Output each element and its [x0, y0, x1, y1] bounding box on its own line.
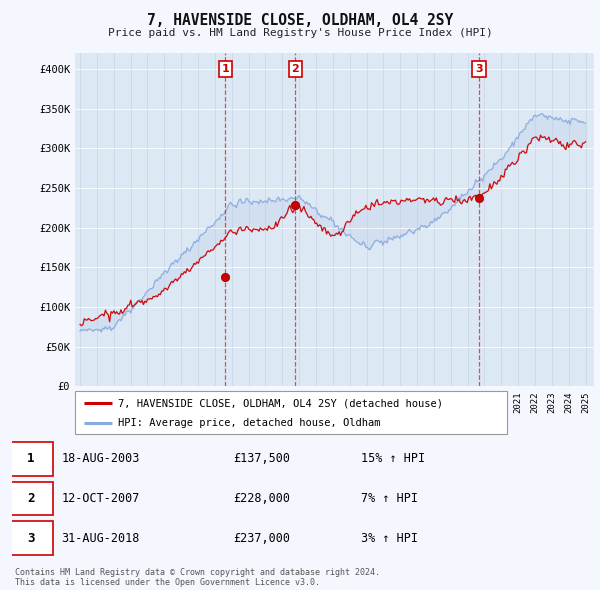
Text: 3: 3: [475, 64, 483, 74]
Text: £237,000: £237,000: [233, 532, 290, 545]
Text: 2: 2: [27, 492, 35, 505]
Text: 7, HAVENSIDE CLOSE, OLDHAM, OL4 2SY: 7, HAVENSIDE CLOSE, OLDHAM, OL4 2SY: [147, 13, 453, 28]
Text: £137,500: £137,500: [233, 453, 290, 466]
Text: 3: 3: [27, 532, 35, 545]
Text: 31-AUG-2018: 31-AUG-2018: [61, 532, 140, 545]
Text: 2: 2: [292, 64, 299, 74]
FancyBboxPatch shape: [9, 482, 53, 515]
Text: 7, HAVENSIDE CLOSE, OLDHAM, OL4 2SY (detached house): 7, HAVENSIDE CLOSE, OLDHAM, OL4 2SY (det…: [118, 398, 443, 408]
Text: £228,000: £228,000: [233, 492, 290, 505]
FancyBboxPatch shape: [9, 522, 53, 555]
Text: 18-AUG-2003: 18-AUG-2003: [61, 453, 140, 466]
Text: Contains HM Land Registry data © Crown copyright and database right 2024.
This d: Contains HM Land Registry data © Crown c…: [15, 568, 380, 587]
Text: 15% ↑ HPI: 15% ↑ HPI: [361, 453, 425, 466]
Text: 3% ↑ HPI: 3% ↑ HPI: [361, 532, 418, 545]
Text: Price paid vs. HM Land Registry's House Price Index (HPI): Price paid vs. HM Land Registry's House …: [107, 28, 493, 38]
Text: 1: 1: [27, 453, 35, 466]
Text: 12-OCT-2007: 12-OCT-2007: [61, 492, 140, 505]
Text: 1: 1: [221, 64, 229, 74]
Text: HPI: Average price, detached house, Oldham: HPI: Average price, detached house, Oldh…: [118, 418, 381, 428]
FancyBboxPatch shape: [9, 442, 53, 476]
Text: 7% ↑ HPI: 7% ↑ HPI: [361, 492, 418, 505]
FancyBboxPatch shape: [75, 391, 507, 434]
